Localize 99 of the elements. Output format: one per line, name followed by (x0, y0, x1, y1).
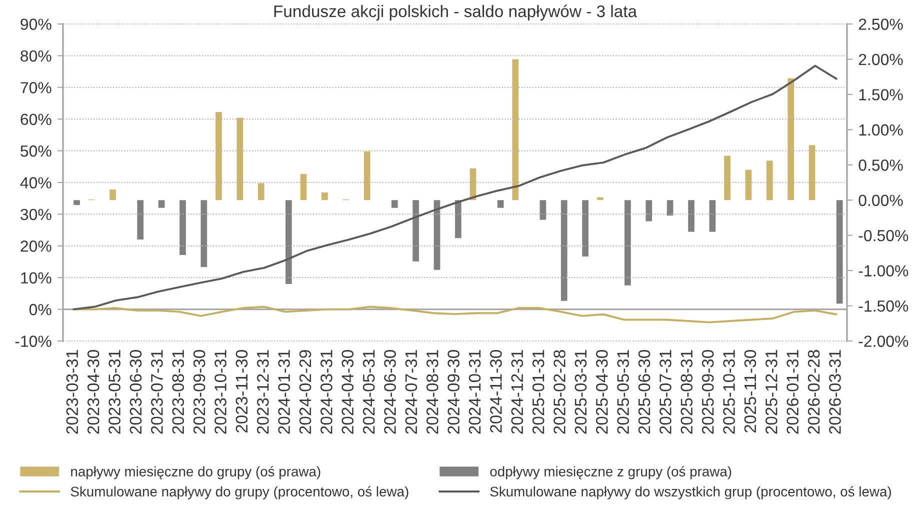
x-tick-label: 2024-09-30 (448, 350, 460, 434)
x-tick-label: 2024-08-31 (426, 350, 438, 434)
x-tick-label: 2023-08-31 (172, 350, 184, 434)
bar (709, 200, 716, 232)
x-tick-label: 2023-11-30 (236, 350, 248, 433)
x-tick-label: 2024-12-31 (511, 350, 524, 434)
x-tick-label: 2026-03-31 (829, 350, 841, 434)
bar (560, 200, 568, 301)
x-tick-label: 2024-01-31 (278, 350, 290, 434)
bar (766, 160, 773, 200)
bar (808, 145, 816, 200)
bar (180, 200, 186, 256)
y-tick-label: 20% (20, 240, 52, 252)
x-tick-label: 2025-07-31 (660, 350, 672, 434)
legend-label: odpływy miesięczne z grupy (oś prawa) (490, 466, 732, 480)
x-tick-label: 2023-10-31 (214, 350, 226, 434)
bar (300, 174, 307, 200)
y-tick-label: 30% (20, 208, 52, 220)
bar (836, 200, 843, 304)
y-tick-label: -10% (15, 336, 52, 347)
bar (497, 200, 504, 208)
line-series (72, 306, 838, 324)
bar (110, 190, 116, 200)
bar (158, 200, 165, 208)
x-tick-label: 2025-02-28 (554, 350, 566, 434)
bar (322, 192, 328, 200)
x-tick-label: 2025-01-31 (532, 350, 544, 434)
y2-tick-label: 2.00% (858, 54, 903, 66)
x-tick-label: 2025-06-30 (638, 350, 650, 434)
x-tick-label: 2024-06-30 (384, 350, 396, 434)
bar (688, 200, 694, 232)
y-tick-label: 40% (20, 177, 52, 188)
bar (666, 200, 674, 216)
y2-tick-label: -2.00% (858, 336, 908, 347)
y2-tick-label: -1.00% (858, 265, 908, 276)
y-tick-label: 70% (20, 82, 52, 94)
x-tick-label: 2024-07-31 (405, 350, 418, 434)
line-series (72, 64, 838, 310)
bar (596, 197, 604, 200)
x-tick-label: 2024-05-31 (362, 350, 375, 434)
bar (455, 200, 462, 238)
x-tick-label: 2023-03-31 (66, 350, 78, 434)
x-tick-label: 2026-02-28 (808, 350, 820, 434)
x-tick-label: 2026-01-31 (786, 350, 798, 434)
y-tick-label: 0% (29, 304, 52, 316)
y2-tick-label: 1.50% (859, 89, 903, 100)
x-tick-label: 2025-11-30 (744, 350, 756, 433)
x-tick-label: 2025-09-30 (702, 350, 714, 434)
legend-label: napływy miesięczne do grupy (oś prawa) (71, 466, 320, 480)
bar (216, 112, 222, 200)
x-tick-label: 2023-07-31 (151, 350, 163, 434)
x-tick-label: 2024-02-29 (299, 350, 312, 434)
bar (74, 200, 80, 206)
x-tick-label: 2025-04-30 (596, 350, 608, 434)
bar (512, 59, 519, 200)
y-tick-label: 10% (21, 272, 52, 284)
bar (724, 156, 730, 200)
y2-tick-label: 0.50% (858, 160, 903, 171)
bar (745, 170, 752, 200)
chart-title: Fundusze akcji polskich - saldo napływów - 3 lata (274, 4, 638, 21)
bar (582, 200, 588, 256)
bar (364, 152, 370, 200)
bar (137, 200, 144, 240)
y2-tick-label: 2.50% (858, 18, 903, 30)
x-tick-label: 2025-05-31 (617, 350, 629, 434)
y-tick-label: 50% (20, 145, 52, 157)
x-tick-label: 2023-06-30 (130, 350, 142, 434)
bar (434, 200, 440, 270)
x-tick-label: 2023-04-30 (87, 350, 100, 434)
x-tick-label: 2025-10-31 (723, 350, 735, 434)
x-tick-label: 2023-05-31 (108, 350, 120, 434)
x-tick-label: 2024-04-30 (342, 350, 354, 434)
y-tick-label: 80% (20, 50, 52, 62)
y-tick-label: 90% (20, 18, 52, 30)
x-tick-label: 2024-10-31 (468, 350, 481, 434)
x-tick-label: 2024-11-30 (490, 350, 502, 433)
legend-label: Skumulowane napływy do grupy (procentowo, oś lewa) (70, 486, 408, 500)
bar (285, 200, 292, 284)
bar (412, 200, 419, 262)
bar (540, 200, 546, 220)
bar (258, 183, 264, 200)
bar (200, 200, 208, 268)
x-tick-label: 2023-12-31 (256, 350, 269, 434)
bar (391, 200, 398, 208)
y-tick-label: 60% (20, 114, 52, 126)
bar (646, 200, 652, 222)
x-tick-label: 2024-03-31 (320, 350, 332, 434)
y2-tick-label: 1.00% (859, 124, 903, 136)
bar (236, 118, 244, 200)
x-tick-label: 2025-08-31 (680, 350, 693, 434)
bar (788, 78, 794, 200)
x-tick-label: 2023-09-30 (193, 350, 206, 434)
x-tick-label: 2025-12-31 (766, 350, 778, 434)
y2-tick-label: -1.50% (858, 300, 908, 312)
legend-label: Skumulowane napływy do wszystkich grup (procentowo, oś lewa) (490, 486, 891, 500)
y2-tick-label: 0.00% (858, 194, 903, 206)
bar (624, 200, 631, 286)
y2-tick-label: -0.50% (858, 230, 908, 242)
x-tick-label: 2025-03-31 (574, 350, 587, 434)
